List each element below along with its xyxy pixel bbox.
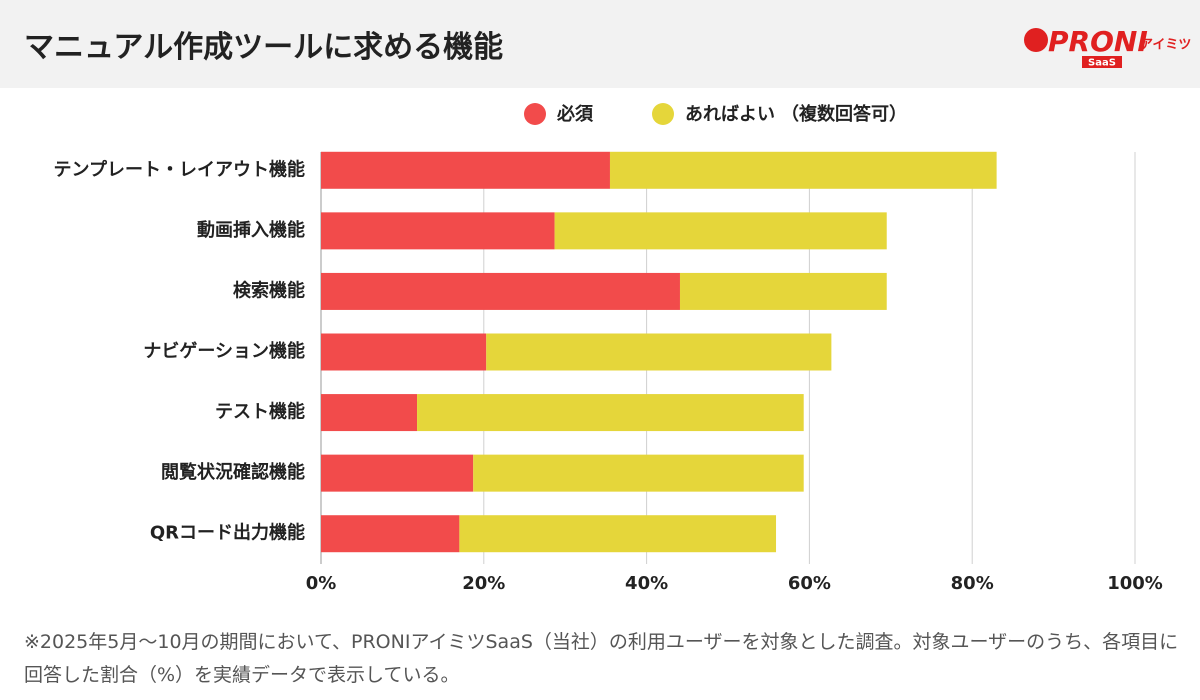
bar-segment: [321, 515, 460, 553]
bar-segment: [554, 212, 887, 250]
bar-segment: [486, 333, 832, 371]
x-tick-label: 40%: [625, 573, 668, 594]
legend-label: 必須: [556, 103, 594, 125]
bar-segment: [321, 272, 680, 310]
y-tick-label: 動画挿入機能: [197, 219, 305, 241]
x-tick-label: 100%: [1107, 573, 1163, 594]
logo-sub: アイミツ: [1140, 38, 1191, 53]
logo-brand: PRONI: [1048, 25, 1148, 58]
legend-label: あればよい: [685, 104, 775, 125]
bar-segment: [321, 151, 610, 189]
footnote: ※2025年5月〜10月の期間において、PRONIアイミツSaaS（当社）の利用…: [24, 631, 1179, 686]
y-tick-label: 閲覧状況確認機能: [161, 461, 305, 483]
legend-marker: [524, 103, 546, 125]
y-tick-label: ナビゲーション機能: [143, 340, 305, 362]
chart: 0% 20% 40% 60% 80% 100% テンプレート・レイアウト機能動画挿入機能検索…: [54, 103, 1163, 594]
logo-icon: [1024, 28, 1048, 52]
legend-marker: [652, 103, 674, 125]
bar-segment: [459, 515, 777, 553]
bar-segment: [321, 212, 555, 250]
bar-segment: [321, 333, 487, 371]
bar-segment: [679, 272, 887, 310]
bar-segment: [321, 454, 474, 492]
y-tick-label: テスト機能: [215, 401, 305, 423]
bar-segment: [321, 394, 418, 432]
legend-note: （複数回答可）: [781, 103, 907, 125]
y-tick-label: テンプレート・レイアウト機能: [54, 158, 305, 180]
bar-segment: [417, 394, 804, 432]
logo-tag: SaaS: [1088, 58, 1116, 69]
x-tick-label: 80%: [951, 573, 994, 594]
bar-segment: [609, 151, 997, 189]
x-tick-label: 0%: [306, 573, 337, 594]
y-tick-label: 検索機能: [233, 279, 305, 301]
bar-segment: [473, 454, 804, 492]
x-tick-label: 20%: [462, 573, 505, 594]
y-tick-label: QRコード出力機能: [150, 522, 305, 544]
x-tick-label: 60%: [788, 573, 831, 594]
header: マニュアル作成ツールに求める機能 PRONI アイミツ SaaS: [0, 0, 1200, 88]
title: マニュアル作成ツールに求める機能: [24, 30, 504, 65]
logo-tag-box: [1082, 56, 1122, 68]
logo: PRONI アイミツ SaaS: [1024, 25, 1191, 69]
